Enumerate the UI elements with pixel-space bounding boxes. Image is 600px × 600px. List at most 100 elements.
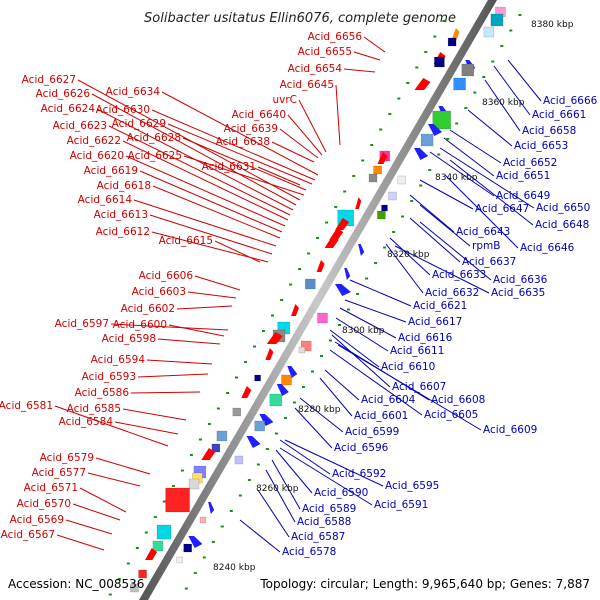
scale-tick [235,376,238,379]
gene-label[interactable]: Acid_6656 [308,31,363,43]
gene-label[interactable]: Acid_6607 [392,381,446,393]
gene-label[interactable]: Acid_6596 [334,442,389,454]
gene-label[interactable]: Acid_6632 [425,287,479,299]
gene-label[interactable]: Acid_6593 [82,371,136,383]
gene-label[interactable]: Acid_6626 [36,88,91,100]
gene-label[interactable]: Acid_6591 [374,499,428,511]
gene-label[interactable]: Acid_6625 [128,150,182,162]
gene-label[interactable]: Acid_6601 [354,410,408,422]
scale-labels: 8380 kbp 8360 kbp 8340 kbp 8320 kbp 8300… [213,20,574,573]
gene-label[interactable]: Acid_6651 [496,170,550,182]
gene-label[interactable]: Acid_6630 [96,104,150,116]
gene-feature [176,556,183,564]
gene-label[interactable]: Acid_6613 [94,209,148,221]
gene-label[interactable]: Acid_6618 [97,180,151,192]
gene-label[interactable]: uvrC [272,94,297,106]
gene-label[interactable]: Acid_6619 [84,165,138,177]
gene-label[interactable]: Acid_6631 [202,161,256,173]
gene-label[interactable]: Acid_6633 [432,269,486,281]
gene-label[interactable]: Acid_6595 [385,480,439,492]
gene-label[interactable]: Acid_6602 [121,303,175,315]
gene-label[interactable]: Acid_6634 [106,86,161,98]
gene-feature [434,56,445,68]
gene-label[interactable]: Acid_6577 [32,467,86,479]
leader-line [194,275,241,291]
gene-label[interactable]: Acid_6652 [503,157,557,169]
gene-label[interactable]: Acid_6578 [282,546,336,558]
scale-tick [220,525,224,528]
gene-label[interactable]: Acid_6640 [232,109,286,121]
gene-label[interactable]: Acid_6586 [75,387,130,399]
gene-label[interactable]: Acid_6614 [78,194,133,206]
gene-label[interactable]: Acid_6629 [112,118,166,130]
gene-label[interactable]: Acid_6655 [298,46,352,58]
gene-label[interactable]: Acid_6567 [1,529,55,541]
gene-label[interactable]: Acid_6569 [10,514,64,526]
gene-label[interactable]: Acid_6588 [297,516,351,528]
gene-label[interactable]: Acid_6647 [475,203,529,215]
gene-label[interactable]: Acid_6587 [291,531,345,543]
gene-label[interactable]: Acid_6639 [224,123,278,135]
gene-label[interactable]: Acid_6584 [59,416,114,428]
gene-label[interactable]: Acid_6654 [288,63,343,75]
gene-label[interactable]: Acid_6599 [345,426,399,438]
gene-label[interactable]: Acid_6600 [113,319,167,331]
gene-label[interactable]: Acid_6649 [496,190,550,202]
gene-label[interactable]: Acid_6643 [456,226,510,238]
gene-label[interactable]: Acid_6616 [398,332,453,344]
gene-label[interactable]: Acid_6608 [431,394,485,406]
gene-label[interactable]: Acid_6603 [132,286,186,298]
gene-label[interactable]: Acid_6650 [536,202,590,214]
scale-tick [216,407,220,410]
gene-label[interactable]: Acid_6610 [381,361,435,373]
gene-label[interactable]: Acid_6635 [491,287,545,299]
gene-label[interactable]: Acid_6606 [139,270,194,282]
gene-label[interactable]: Acid_6637 [462,256,516,268]
leader-line [279,128,319,159]
gene-label[interactable]: Acid_6661 [532,109,586,121]
gene-label[interactable]: Acid_6620 [70,150,124,162]
gene-label[interactable]: Acid_6570 [17,498,71,510]
gene-label[interactable]: Acid_6592 [332,468,386,480]
gene-label[interactable]: Acid_6653 [514,140,568,152]
gene-label[interactable]: Acid_6636 [493,274,548,286]
gene-label[interactable]: Acid_6617 [408,316,462,328]
gene-label[interactable]: Acid_6638 [216,136,270,148]
scale-tick [280,299,284,301]
gene-label[interactable]: Acid_6645 [280,79,334,91]
gene-label[interactable]: Acid_6628 [127,132,181,144]
gene-label[interactable]: Acid_6609 [483,424,537,436]
gene-label[interactable]: rpmB [472,240,500,252]
gene-label[interactable]: Acid_6585 [67,403,121,415]
leader-line [168,324,225,337]
gene-label[interactable]: Acid_6612 [96,226,150,238]
gene-label[interactable]: Acid_6605 [424,409,478,421]
gene-label[interactable]: Acid_6666 [543,95,598,107]
gene-label[interactable]: Acid_6646 [520,242,575,254]
scale-label-8360: 8360 kbp [482,98,525,108]
gene-label[interactable]: Acid_6579 [40,452,94,464]
gene-label[interactable]: Acid_6604 [361,394,416,406]
gene-label[interactable]: Acid_6589 [302,503,356,515]
scale-tick [352,175,356,177]
gene-label[interactable]: Acid_6627 [22,74,76,86]
gene-label[interactable]: Acid_6624 [41,103,96,115]
leader-line [133,199,277,247]
gene-label[interactable]: Acid_6598 [102,333,156,345]
gene-label[interactable]: Acid_6623 [53,120,107,132]
gene-label[interactable]: Acid_6597 [55,318,109,330]
gene-label[interactable]: Acid_6622 [67,135,121,147]
gene-label[interactable]: Acid_6611 [390,345,444,357]
scale-label-8320: 8320 kbp [387,250,430,260]
leader-line [329,349,423,416]
gene-label[interactable]: Acid_6621 [413,300,467,312]
gene-label[interactable]: Acid_6648 [535,219,589,231]
scale-tick [162,500,166,503]
gene-label[interactable]: Acid_6658 [522,125,576,137]
gene-label[interactable]: Acid_6571 [24,482,78,494]
gene-label[interactable]: Acid_6581 [0,400,53,412]
scale-tick [410,200,414,202]
gene-label[interactable]: Acid_6615 [159,235,213,247]
gene-label[interactable]: Acid_6594 [91,354,146,366]
gene-label[interactable]: Acid_6590 [314,487,368,499]
